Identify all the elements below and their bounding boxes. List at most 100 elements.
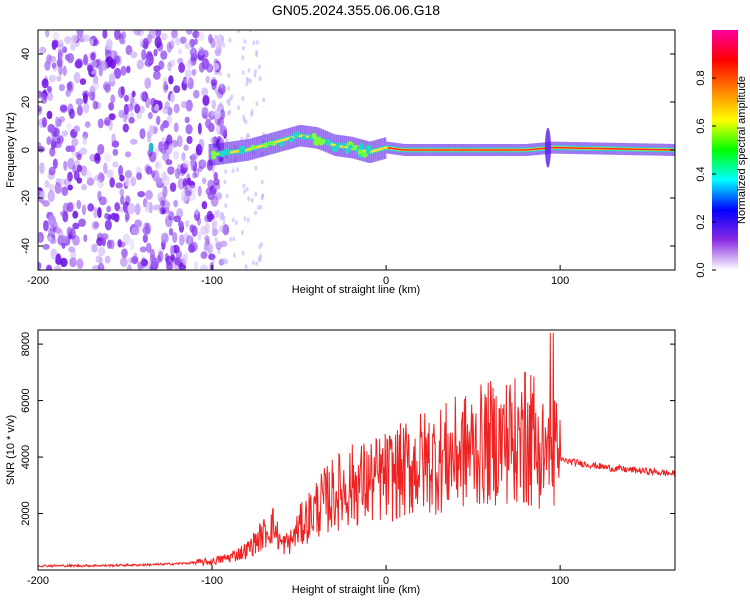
spectrogram-noise-blob — [214, 237, 218, 243]
spectrogram-noise-blob — [122, 233, 131, 246]
spectrogram-noise-blob — [110, 212, 117, 221]
x-tick-label: 100 — [551, 575, 569, 587]
spectrogram-noise-blob — [174, 257, 181, 266]
spectrogram-noise-blob — [255, 50, 259, 56]
spectrogram-noise-blob — [207, 179, 215, 190]
spectrogram-noise-blob — [177, 178, 185, 190]
spectrogram-noise-blob — [144, 77, 152, 89]
colorbar-tick-label: 0.6 — [695, 118, 707, 133]
spectrogram-noise-blob — [131, 226, 138, 235]
spectrogram-noise-blob — [79, 147, 88, 155]
spectrogram-noise-blob — [218, 71, 222, 77]
spectrogram-noise-blob — [142, 233, 148, 243]
spectrogram-noise-blob — [160, 232, 169, 244]
spectrogram-noise-blob — [259, 204, 263, 210]
spectrogram-noise-blob — [126, 264, 132, 270]
spectrogram-noise-blob — [39, 162, 45, 174]
y-tick-label: 20 — [20, 96, 32, 108]
spectrogram-noise-blob — [109, 177, 115, 188]
spectrogram-noise-blob — [124, 177, 130, 187]
spectrogram-band-blob — [311, 132, 317, 139]
spectrogram-noise-blob — [253, 72, 257, 78]
spectrogram-noise-blob — [38, 105, 43, 112]
spectrogram-noise-blob — [173, 215, 182, 223]
spectrogram-noise-blob — [254, 165, 258, 171]
spectrogram-noise-blob — [56, 75, 62, 82]
spectrogram-noise-blob — [52, 158, 58, 169]
spectrogram-noise-blob — [76, 258, 84, 270]
spectrogram-noise-blob — [154, 36, 162, 49]
spectrogram-noise-blob — [48, 55, 56, 62]
spectrogram-noise-blob — [130, 138, 138, 145]
spectrogram-noise-blob — [225, 138, 229, 144]
spectrogram-noise-blob — [213, 171, 219, 181]
spectrogram-noise-blob — [52, 31, 60, 41]
spectrogram-noise-blob — [162, 81, 169, 93]
spectrogram-band-blob — [219, 150, 226, 158]
spectrogram-noise-blob — [46, 53, 52, 64]
spectrogram-noise-blob — [133, 30, 141, 36]
spectrogram-noise-blob — [236, 30, 240, 34]
spectrogram-noise-blob — [81, 184, 87, 191]
spectrogram-noise-blob — [212, 231, 216, 237]
spectrogram-noise-blob — [170, 245, 175, 256]
spectrogram-noise-blob — [169, 182, 177, 192]
spectrogram-noise-blob — [201, 200, 208, 210]
spectrogram-band-blob — [318, 138, 325, 146]
spectrogram-noise-blob — [104, 83, 111, 93]
spectrogram-band-blob — [347, 144, 353, 150]
y-tick-label: 0 — [20, 147, 32, 153]
spectrogram-noise-blob — [51, 39, 59, 49]
spectrogram-noise-blob — [164, 253, 169, 263]
spectrogram-noise-blob — [52, 59, 58, 72]
spectrogram-noise-blob — [210, 37, 216, 49]
spectrogram-noise-blob — [208, 34, 213, 44]
spectrogram-noise-blob — [104, 219, 112, 231]
spectrogram-noise-blob — [223, 179, 227, 185]
spectrogram-noise-blob — [110, 94, 116, 104]
spectrogram-noise-blob — [190, 158, 196, 167]
spectrogram-noise-blob — [106, 239, 113, 249]
spectrogram-noise-blob — [218, 83, 226, 95]
spectrogram-noise-blob — [173, 103, 180, 114]
spectrogram-noise-blob — [150, 257, 159, 269]
spectrogram-noise-blob — [55, 116, 60, 128]
spectrogram-noise-blob — [167, 210, 175, 221]
spectrogram-noise-blob — [93, 206, 98, 219]
spectrogram-noise-blob — [176, 135, 183, 148]
spectrogram-noise-blob — [165, 211, 170, 219]
snr-x-label: Height of straight line (km) — [292, 584, 420, 596]
spectrogram-noise-blob — [170, 93, 175, 103]
spectrogram-noise-blob — [140, 256, 146, 269]
spectrogram-noise-blob — [191, 68, 197, 76]
spectrogram-noise-blob — [214, 108, 221, 120]
spectrogram-noise-blob — [136, 172, 143, 180]
spectrogram-noise-blob — [172, 264, 180, 270]
spectrogram-noise-blob — [61, 130, 69, 137]
x-tick-label: -100 — [201, 575, 223, 587]
spectrogram-noise-blob — [226, 110, 230, 116]
spectrogram-noise-blob — [210, 79, 218, 87]
spectrogram-noise-blob — [254, 210, 258, 216]
spectrogram-noise-blob — [172, 232, 178, 244]
spectrogram-noise-blob — [224, 202, 228, 208]
snr-panel: -200 -100 0 100 2000 4000 6000 8000 Height of … — [5, 329, 676, 596]
spectrogram-noise-blob — [219, 224, 226, 233]
spectrogram-noise-blob — [121, 248, 128, 258]
spectrogram-noise-blob — [242, 114, 246, 120]
spectrogram-noise-blob — [92, 38, 99, 46]
spectrogram-noise-blob — [72, 164, 77, 174]
spectrogram-noise-blob — [54, 265, 62, 270]
spectrogram-noise-blob — [38, 261, 42, 270]
spectrogram-noise-blob — [246, 77, 250, 83]
spectrogram-noise-blob — [192, 172, 197, 179]
spectrogram-noise-blob — [49, 225, 57, 233]
spectrogram-noise-blob — [117, 86, 125, 99]
spectrogram-noise-blob — [61, 46, 68, 54]
spectrogram-noise-blob — [201, 58, 210, 70]
spectrogram-noise-blob — [58, 49, 64, 59]
spectrogram-noise-blob — [73, 71, 81, 84]
spectrogram-noise-blob — [120, 256, 128, 268]
spectrogram-noise-blob — [123, 103, 129, 116]
spectrogram-noise-blob — [180, 100, 188, 109]
